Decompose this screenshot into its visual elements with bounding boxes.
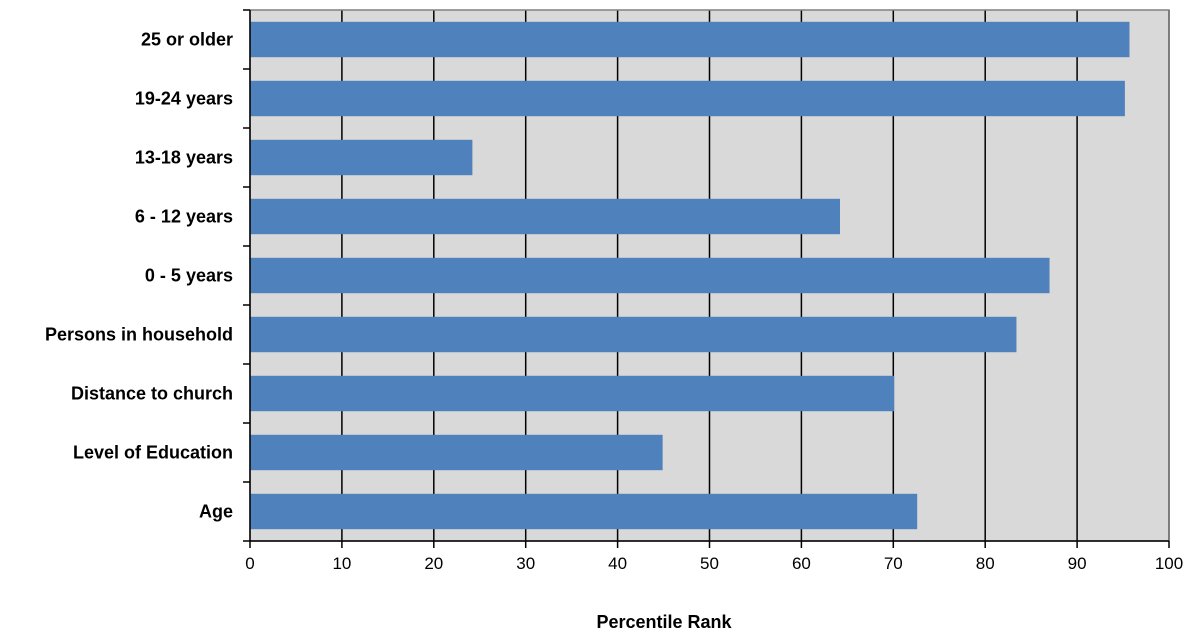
bar — [250, 375, 895, 412]
bar — [250, 80, 1125, 117]
category-label: 19-24 years — [135, 89, 233, 109]
x-tick-label: 40 — [608, 554, 627, 573]
x-tick-labels: 0 10 20 30 40 50 60 70 80 90 100 — [245, 554, 1183, 573]
x-tick-label: 60 — [792, 554, 811, 573]
bar — [250, 493, 918, 530]
bar — [250, 198, 840, 235]
category-labels: 25 or older 19-24 years 13-18 years 6 - 12 … — [45, 30, 233, 522]
category-label: 0 - 5 years — [145, 266, 233, 286]
bar — [250, 316, 1017, 353]
bar — [250, 434, 663, 471]
x-tick-label: 50 — [700, 554, 719, 573]
x-tick-label: 80 — [976, 554, 995, 573]
x-tick-label: 90 — [1068, 554, 1087, 573]
bar — [250, 21, 1130, 58]
category-label: Persons in household — [45, 325, 233, 345]
bar — [250, 139, 473, 176]
category-label: Age — [199, 502, 233, 522]
x-tick-label: 100 — [1155, 554, 1183, 573]
x-tick-label: 30 — [516, 554, 535, 573]
x-tick-label: 0 — [245, 554, 254, 573]
category-label: 13-18 years — [135, 148, 233, 168]
y-axis-ticks — [243, 9, 250, 542]
x-tick-label: 20 — [424, 554, 443, 573]
bars — [250, 21, 1130, 530]
category-label: 6 - 12 years — [135, 207, 233, 227]
category-label: Level of Education — [73, 443, 233, 463]
category-label: 25 or older — [141, 30, 233, 50]
x-tick-label: 70 — [884, 554, 903, 573]
bar — [250, 257, 1050, 294]
x-axis-ticks — [249, 541, 1170, 548]
category-label: Distance to church — [71, 384, 233, 404]
x-axis-title: Percentile Rank — [596, 612, 732, 632]
x-tick-label: 10 — [332, 554, 351, 573]
